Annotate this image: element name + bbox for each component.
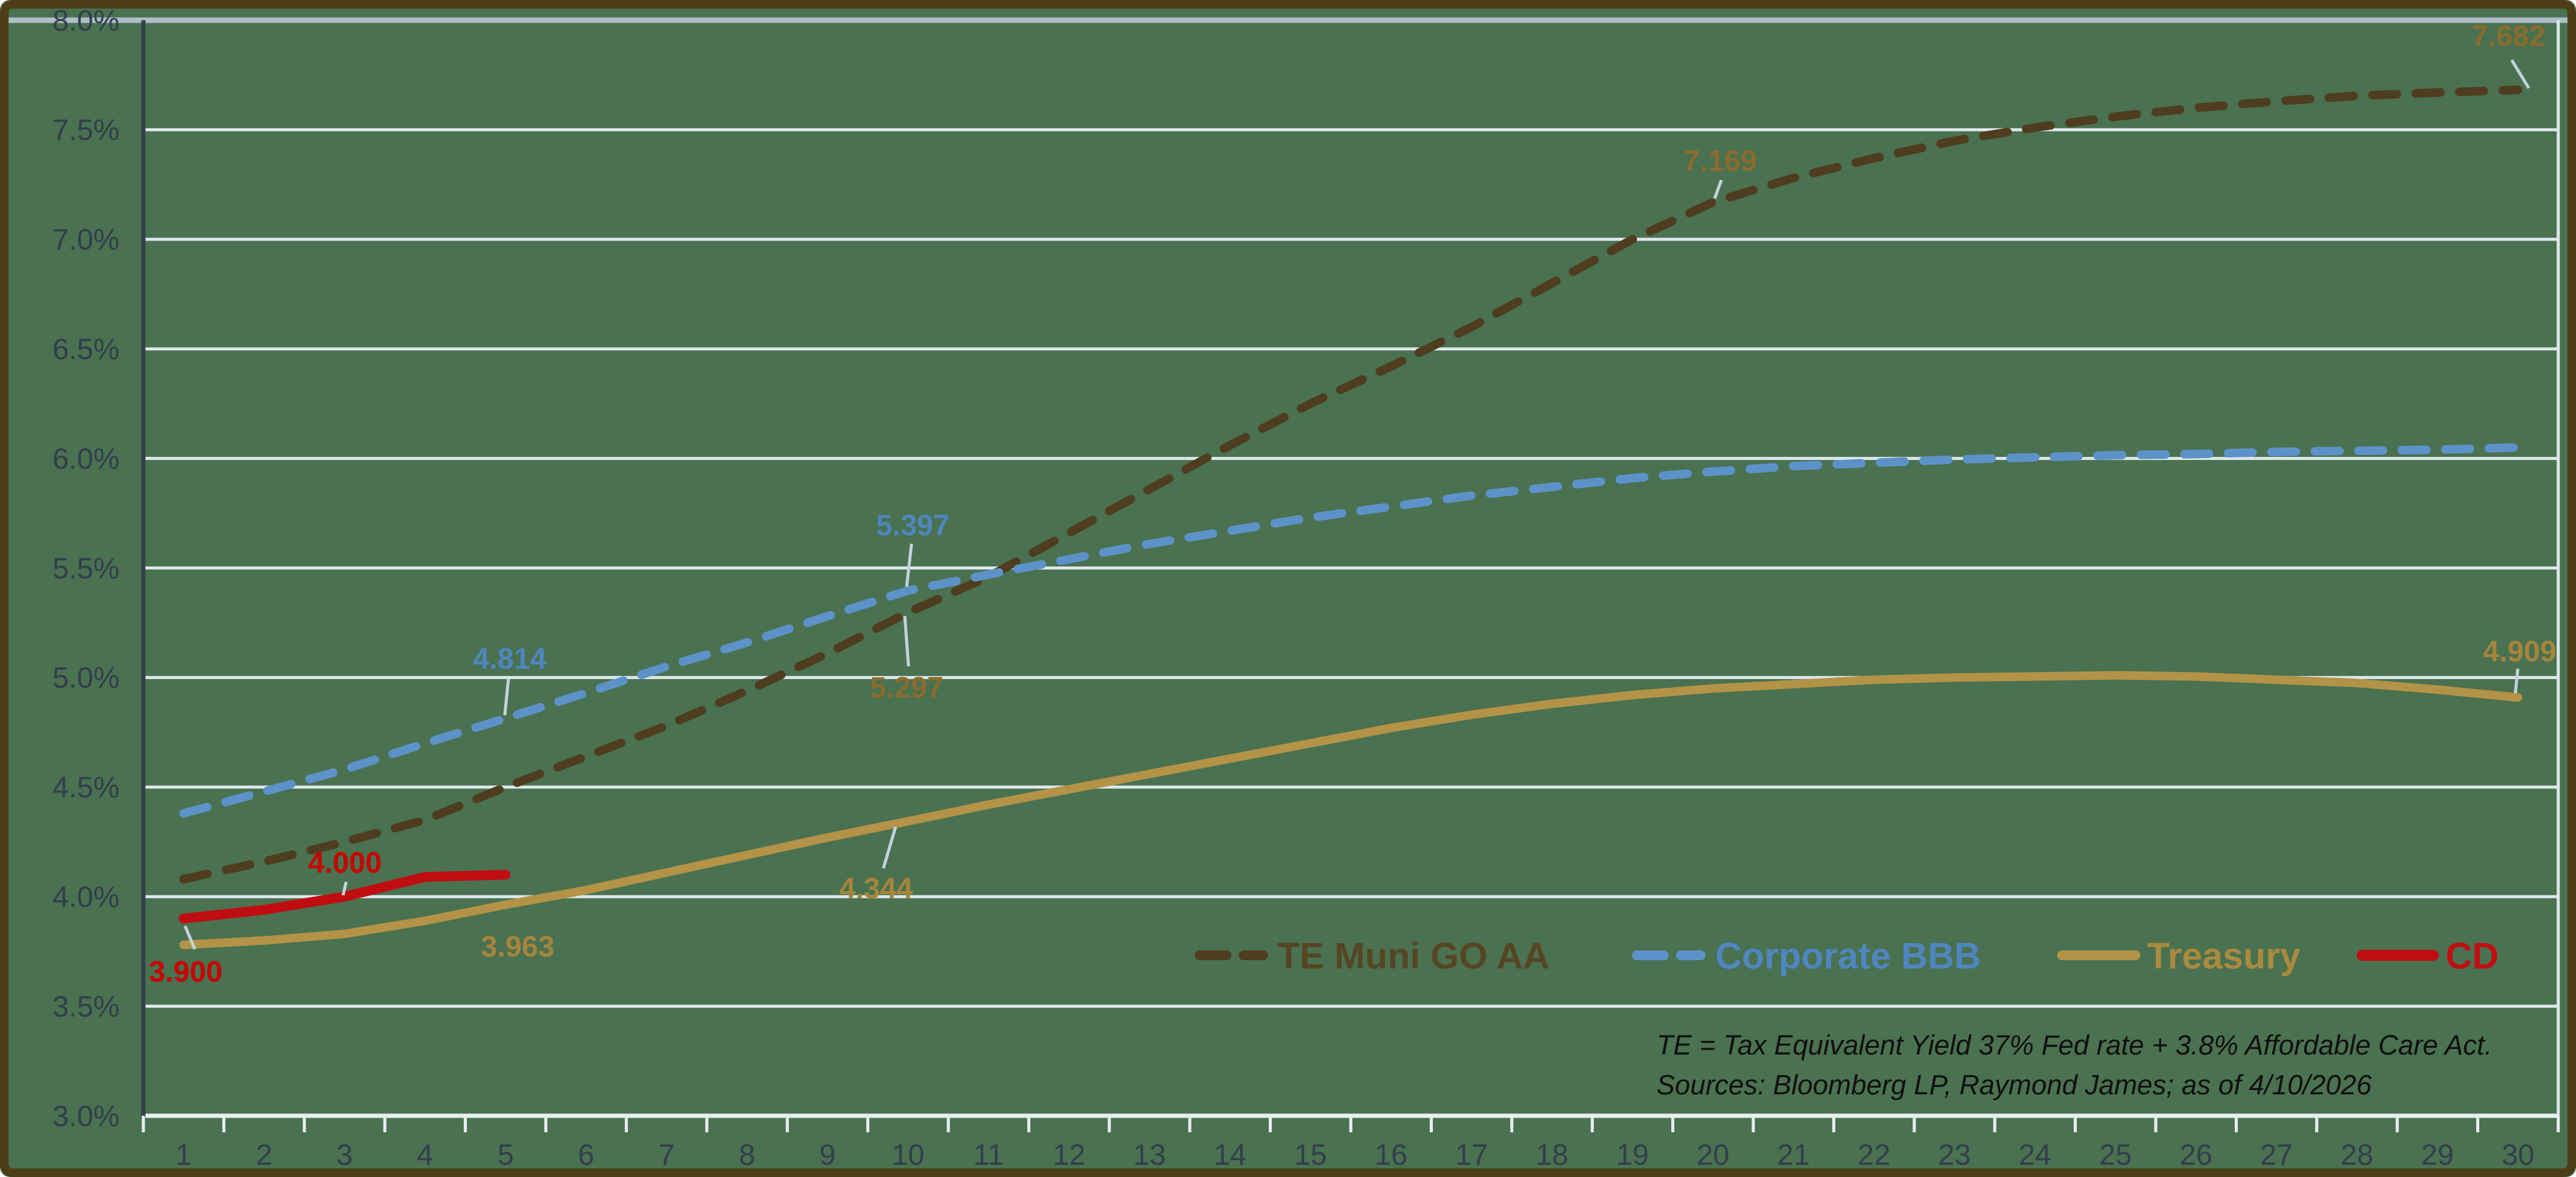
- data-label-3.900: 3.900: [149, 956, 222, 988]
- leader-line: [903, 615, 910, 667]
- legend-label-treasury: Treasury: [2147, 936, 2301, 977]
- x-tick-label-12: 12: [1052, 1139, 1085, 1171]
- leader-line: [905, 543, 913, 587]
- leader-line: [882, 826, 897, 869]
- x-tick-label-5: 5: [497, 1139, 514, 1171]
- leader-line: [2510, 59, 2531, 89]
- legend: TE Muni GO AA Corporate BBB Treasury CD: [1195, 936, 2499, 977]
- leader-line: [503, 678, 510, 716]
- y-tick-label-4.0%: 4.0%: [53, 881, 119, 914]
- x-tick-label-6: 6: [578, 1139, 594, 1171]
- leader-line: [1713, 179, 1723, 199]
- y-tick-label-6.0%: 6.0%: [53, 443, 119, 475]
- y-tick-label-3.0%: 3.0%: [53, 1100, 119, 1133]
- series-lines: [178, 85, 2523, 949]
- legend-item-cd: CD: [2357, 936, 2499, 977]
- y-tick-label-5.5%: 5.5%: [53, 552, 119, 585]
- x-tick-label-26: 26: [2180, 1139, 2212, 1171]
- x-tick-label-3: 3: [336, 1139, 353, 1171]
- legend-item-treasury: Treasury: [2057, 936, 2301, 977]
- series-line-te-muni-go-aa: [179, 85, 2523, 884]
- x-tick-label-17: 17: [1455, 1139, 1487, 1171]
- x-tick-label-15: 15: [1294, 1139, 1327, 1171]
- data-label-4.344: 4.344: [839, 873, 913, 905]
- x-tick-label-18: 18: [1536, 1139, 1568, 1171]
- x-tick-label-20: 20: [1697, 1139, 1729, 1171]
- leader-line: [341, 881, 348, 896]
- legend-label-cd: CD: [2446, 936, 2499, 977]
- series-line-corporate-bbb: [179, 443, 2523, 818]
- x-tick-label-1: 1: [175, 1139, 192, 1171]
- data-label-3.963: 3.963: [481, 931, 554, 963]
- x-tick-label-16: 16: [1375, 1139, 1407, 1171]
- x-tick-label-29: 29: [2421, 1139, 2453, 1171]
- legend-item-corporate-bbb: Corporate BBB: [1632, 936, 1981, 977]
- axes: 8.0% 7.5% 7.0% 6.5% 6.0% 5.5% 5.0% 4.5% 4.0% 3.5%…: [9, 5, 2567, 1171]
- legend-item-te-muni-go-aa: TE Muni GO AA: [1195, 936, 1549, 977]
- data-label-4.814: 4.814: [473, 643, 546, 675]
- data-label-7.169: 7.169: [1683, 145, 1757, 178]
- y-tick-label-8.0%: 8.0%: [53, 5, 119, 37]
- x-tick-label-19: 19: [1616, 1139, 1649, 1171]
- y-tick-label-6.5%: 6.5%: [53, 334, 119, 366]
- y-tick-label-7.0%: 7.0%: [53, 224, 119, 257]
- x-tick-label-21: 21: [1777, 1139, 1810, 1171]
- leader-line: [2514, 668, 2520, 694]
- footnote-line-1: TE = Tax Equivalent Yield 37% Fed rate +…: [1656, 1029, 2492, 1061]
- x-tick-label-9: 9: [820, 1139, 836, 1171]
- y-tick-label-5.0%: 5.0%: [53, 662, 119, 694]
- gridlines: [143, 128, 2558, 1008]
- data-label-7.682: 7.682: [2472, 20, 2545, 53]
- x-tick-label-11: 11: [973, 1139, 1004, 1171]
- data-label-5.397: 5.397: [876, 510, 950, 542]
- data-label-4.000: 4.000: [308, 847, 382, 879]
- x-tick-label-2: 2: [256, 1139, 273, 1171]
- series-line-treasury: [179, 671, 2523, 949]
- x-tick-label-14: 14: [1214, 1139, 1246, 1171]
- x-tick-label-10: 10: [892, 1139, 924, 1171]
- data-label-4.909: 4.909: [2483, 636, 2556, 668]
- legend-label-corporate-bbb: Corporate BBB: [1715, 936, 1981, 977]
- x-tick-label-22: 22: [1857, 1139, 1890, 1171]
- y-tick-label-3.5%: 3.5%: [53, 991, 119, 1023]
- y-tick-label-4.5%: 4.5%: [53, 772, 119, 804]
- y-tick-label-7.5%: 7.5%: [53, 115, 119, 147]
- x-tick-label-27: 27: [2260, 1139, 2292, 1171]
- leader-line: [183, 925, 197, 950]
- x-tick-label-23: 23: [1938, 1139, 1971, 1171]
- series-line-cd: [178, 870, 511, 923]
- x-tick-label-4: 4: [417, 1139, 434, 1171]
- legend-label-te-muni-go-aa: TE Muni GO AA: [1277, 936, 1549, 977]
- x-tick-label-30: 30: [2502, 1139, 2534, 1171]
- footnote-line-2: Sources: Bloomberg LP, Raymond James; as…: [1656, 1069, 2372, 1100]
- x-tick-label-8: 8: [739, 1139, 755, 1171]
- data-label-5.297: 5.297: [870, 672, 943, 704]
- x-tick-label-25: 25: [2099, 1139, 2132, 1171]
- data-labels: 3.900 4.000 3.963 4.344 4.814 5.397 5.297 7.169…: [149, 20, 2556, 988]
- x-tick-label-7: 7: [659, 1139, 675, 1171]
- x-tick-label-24: 24: [2019, 1139, 2051, 1171]
- x-tick-label-13: 13: [1133, 1139, 1166, 1171]
- x-tick-label-28: 28: [2341, 1139, 2373, 1171]
